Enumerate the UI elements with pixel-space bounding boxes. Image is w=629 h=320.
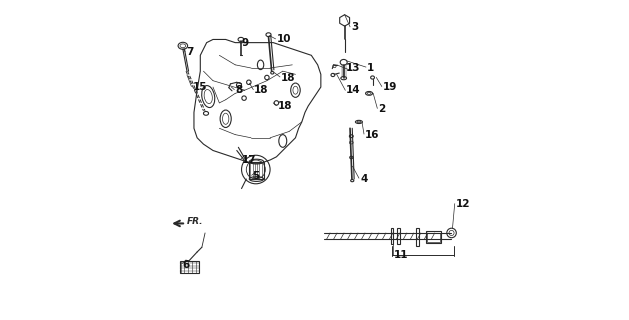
Text: 9: 9: [242, 38, 248, 48]
Text: 7: 7: [186, 47, 193, 57]
Text: 1: 1: [367, 63, 374, 73]
Text: 18: 18: [278, 101, 292, 111]
Text: 11: 11: [394, 250, 408, 260]
Text: 13: 13: [346, 63, 360, 73]
Text: 5: 5: [253, 171, 260, 181]
Text: 6: 6: [183, 260, 190, 270]
Text: 12: 12: [455, 199, 470, 209]
Text: 8: 8: [235, 85, 242, 95]
Text: 4: 4: [360, 174, 368, 184]
Text: 10: 10: [276, 35, 291, 44]
Bar: [391, 228, 393, 244]
Text: FR.: FR.: [187, 217, 203, 226]
Bar: [397, 228, 399, 244]
Text: 15: 15: [192, 82, 207, 92]
Text: 2: 2: [378, 104, 385, 114]
Text: 14: 14: [346, 85, 361, 95]
Text: 18: 18: [281, 73, 296, 83]
Text: 17: 17: [242, 155, 256, 165]
Text: 16: 16: [365, 130, 380, 140]
Text: 3: 3: [351, 22, 359, 32]
Text: 19: 19: [382, 82, 397, 92]
Bar: [416, 228, 419, 246]
Bar: [250, 162, 264, 179]
Bar: [427, 233, 440, 242]
Bar: [180, 260, 199, 273]
Text: 18: 18: [254, 85, 269, 95]
Bar: [426, 231, 442, 243]
